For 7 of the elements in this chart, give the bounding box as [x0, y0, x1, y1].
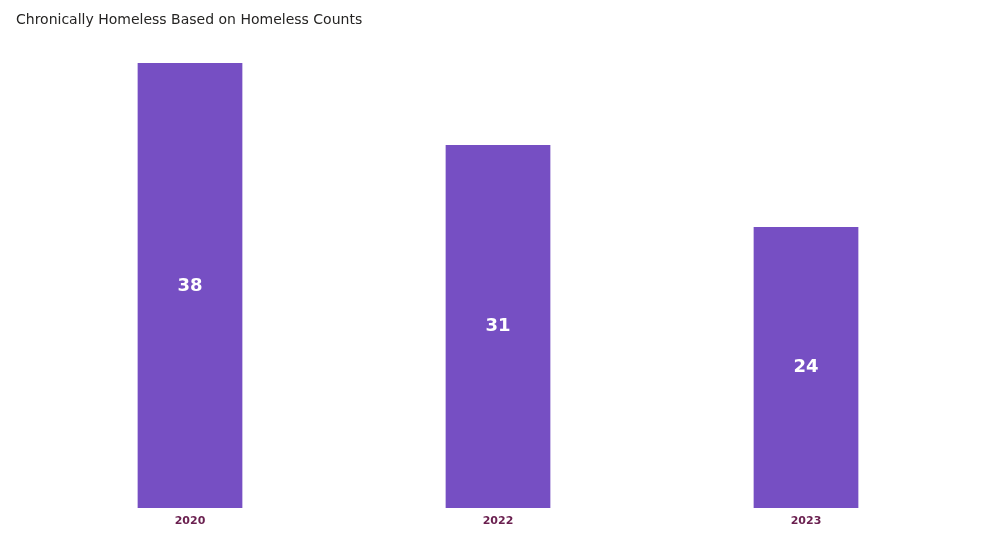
- x-tick-label: 2022: [482, 513, 514, 527]
- data-label: 31: [485, 314, 511, 336]
- data-label: 38: [177, 273, 203, 295]
- data-label: 24: [793, 355, 819, 377]
- x-tick-label: 2023: [790, 513, 822, 527]
- x-tick-label: 2020: [174, 513, 206, 527]
- chart-title: Chronically Homeless Based on Homeless Counts: [16, 11, 363, 27]
